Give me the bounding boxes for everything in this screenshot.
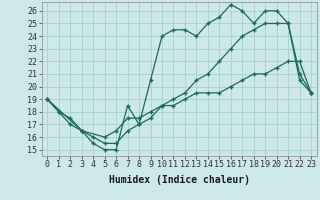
- X-axis label: Humidex (Indice chaleur): Humidex (Indice chaleur): [109, 175, 250, 185]
